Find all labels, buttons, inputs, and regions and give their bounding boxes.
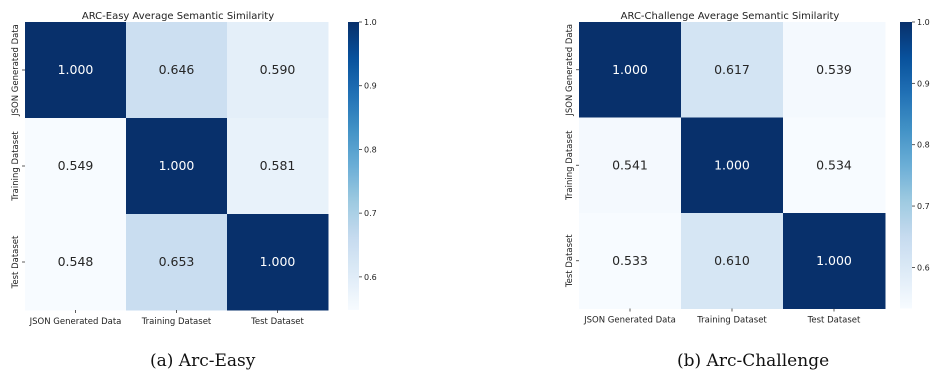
cell-value-label: 0.653 (159, 254, 195, 269)
y-tick-label-test-dataset: Test Dataset (11, 235, 21, 289)
cell-value-label: 1.000 (58, 62, 94, 77)
colorbar-tick-label: 1.0 (917, 18, 930, 27)
heatmap-panel-arc-easy: ARC-Easy Average Semantic Similarity 1.00… (0, 0, 460, 381)
x-tick-label-json-generated-data: JSON Generated Data (583, 316, 676, 326)
cell-value-label: 1.000 (714, 157, 750, 172)
colorbar-tick-label: 0.6 (917, 263, 930, 272)
cell-value-label: 0.610 (714, 253, 750, 268)
cell-value-label: 0.581 (260, 158, 296, 173)
colorbar-tick-label: 0.8 (917, 141, 930, 150)
colorbar-tick-label: 0.7 (364, 209, 377, 218)
colorbar-tick-label: 0.9 (364, 82, 377, 91)
colorbar-tick-label: 1.0 (364, 18, 377, 27)
x-tick-label-test-dataset: Test Dataset (807, 316, 861, 326)
x-tick-label-json-generated-data: JSON Generated Data (29, 317, 122, 327)
colorbar-tick-label: 0.7 (917, 202, 930, 211)
cell-value-label: 0.548 (58, 254, 94, 269)
heatmap-arc-easy: ARC-Easy Average Semantic Similarity1.00… (0, 0, 460, 340)
y-tick-label-training-dataset: Training Dataset (11, 131, 21, 202)
y-tick-label-json-generated-data: JSON Generated Data (11, 24, 21, 117)
colorbar-tick-label: 0.6 (364, 273, 377, 282)
x-tick-label-test-dataset: Test Dataset (250, 317, 304, 327)
cell-value-label: 0.590 (260, 62, 296, 77)
y-tick-label-test-dataset: Test Dataset (565, 234, 575, 288)
chart-title: ARC-Challenge Average Semantic Similarit… (621, 11, 840, 22)
heatmap-arc-challenge: ARC-Challenge Average Semantic Similarit… (470, 0, 935, 340)
cell-value-label: 0.539 (816, 62, 852, 77)
colorbar-tick-label: 0.8 (364, 145, 377, 154)
cell-value-label: 0.617 (714, 62, 750, 77)
cell-value-label: 0.541 (612, 157, 648, 172)
x-tick-label-training-dataset: Training Dataset (696, 316, 767, 326)
colorbar (348, 22, 359, 310)
x-tick-label-training-dataset: Training Dataset (141, 317, 212, 327)
caption-arc-easy: (a) Arc-Easy (150, 351, 255, 371)
y-tick-label-training-dataset: Training Dataset (565, 130, 575, 201)
y-tick-label-json-generated-data: JSON Generated Data (565, 24, 575, 117)
caption-arc-challenge: (b) Arc-Challenge (677, 351, 829, 371)
cell-value-label: 1.000 (816, 253, 852, 268)
cell-value-label: 1.000 (612, 62, 648, 77)
cell-value-label: 0.533 (612, 253, 648, 268)
colorbar (900, 22, 912, 309)
cell-value-label: 1.000 (159, 158, 195, 173)
cell-value-label: 1.000 (260, 254, 296, 269)
cell-value-label: 0.534 (816, 157, 852, 172)
cell-value-label: 0.646 (159, 62, 195, 77)
chart-title: ARC-Easy Average Semantic Similarity (82, 11, 274, 22)
heatmap-panel-arc-challenge: ARC-Challenge Average Semantic Similarit… (470, 0, 935, 381)
cell-value-label: 0.549 (58, 158, 94, 173)
colorbar-tick-label: 0.9 (917, 79, 930, 88)
